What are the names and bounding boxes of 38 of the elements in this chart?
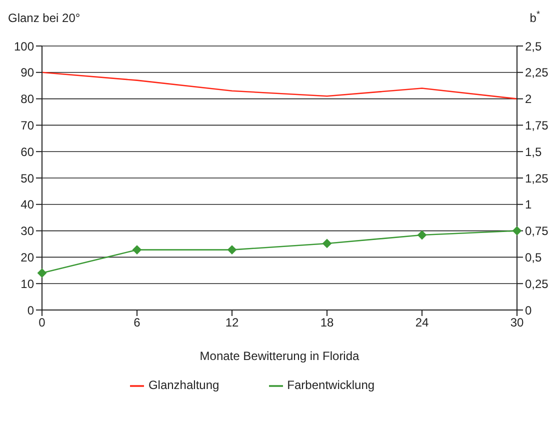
y2-tick-label: 0,75 [525,224,549,238]
y2-tick-label: 1,5 [525,144,542,159]
y-tick-label: 80 [20,92,34,106]
y-tick-label: 10 [20,276,34,291]
y-tick-label: 60 [20,144,34,159]
point [38,268,46,278]
x-tick-label: 0 [38,316,46,330]
y2-tick-label: 1 [525,198,532,212]
y-tick-label: 0 [27,303,34,318]
y-axis-title: Glanz bei 20° [8,11,80,25]
y-tick-label: 70 [20,118,34,132]
x-tick-label: 6 [134,316,141,330]
y-tick-label: 20 [20,250,34,264]
y2-tick-label: 1,75 [525,118,549,132]
y2-tick-label: 2,5 [525,39,542,54]
y-tick-label: 50 [20,171,34,186]
legend-label: Farbentwicklung [287,378,375,392]
y-tick-label: 30 [20,224,34,238]
legend-label: Glanzhaltung [148,378,220,392]
y-tick-label: 40 [20,198,34,212]
y2-axis-title: b$^{*}$ [530,9,540,25]
point [418,230,426,240]
x-tick-label: 12 [225,316,239,330]
x-tick-label: 18 [320,316,334,330]
point [322,238,332,248]
y2-tick-label: 1,25 [525,171,549,186]
y2-tick-label: 0,25 [525,276,549,291]
y-tick-label: 100 [14,39,34,54]
y2-tick-label: 2,25 [525,66,549,80]
x-tick-label: 30 [510,316,524,330]
y-tick-label: 90 [20,66,34,80]
point [132,245,142,254]
x-tick-label: 24 [415,316,429,330]
x-axis-title: Monate Bewitterung in Florida [200,349,360,363]
point [228,245,236,254]
y2-tick-label: 2 [525,92,532,106]
y2-tick-label: 0,5 [525,250,542,264]
y2-tick-label: 0 [525,303,532,318]
